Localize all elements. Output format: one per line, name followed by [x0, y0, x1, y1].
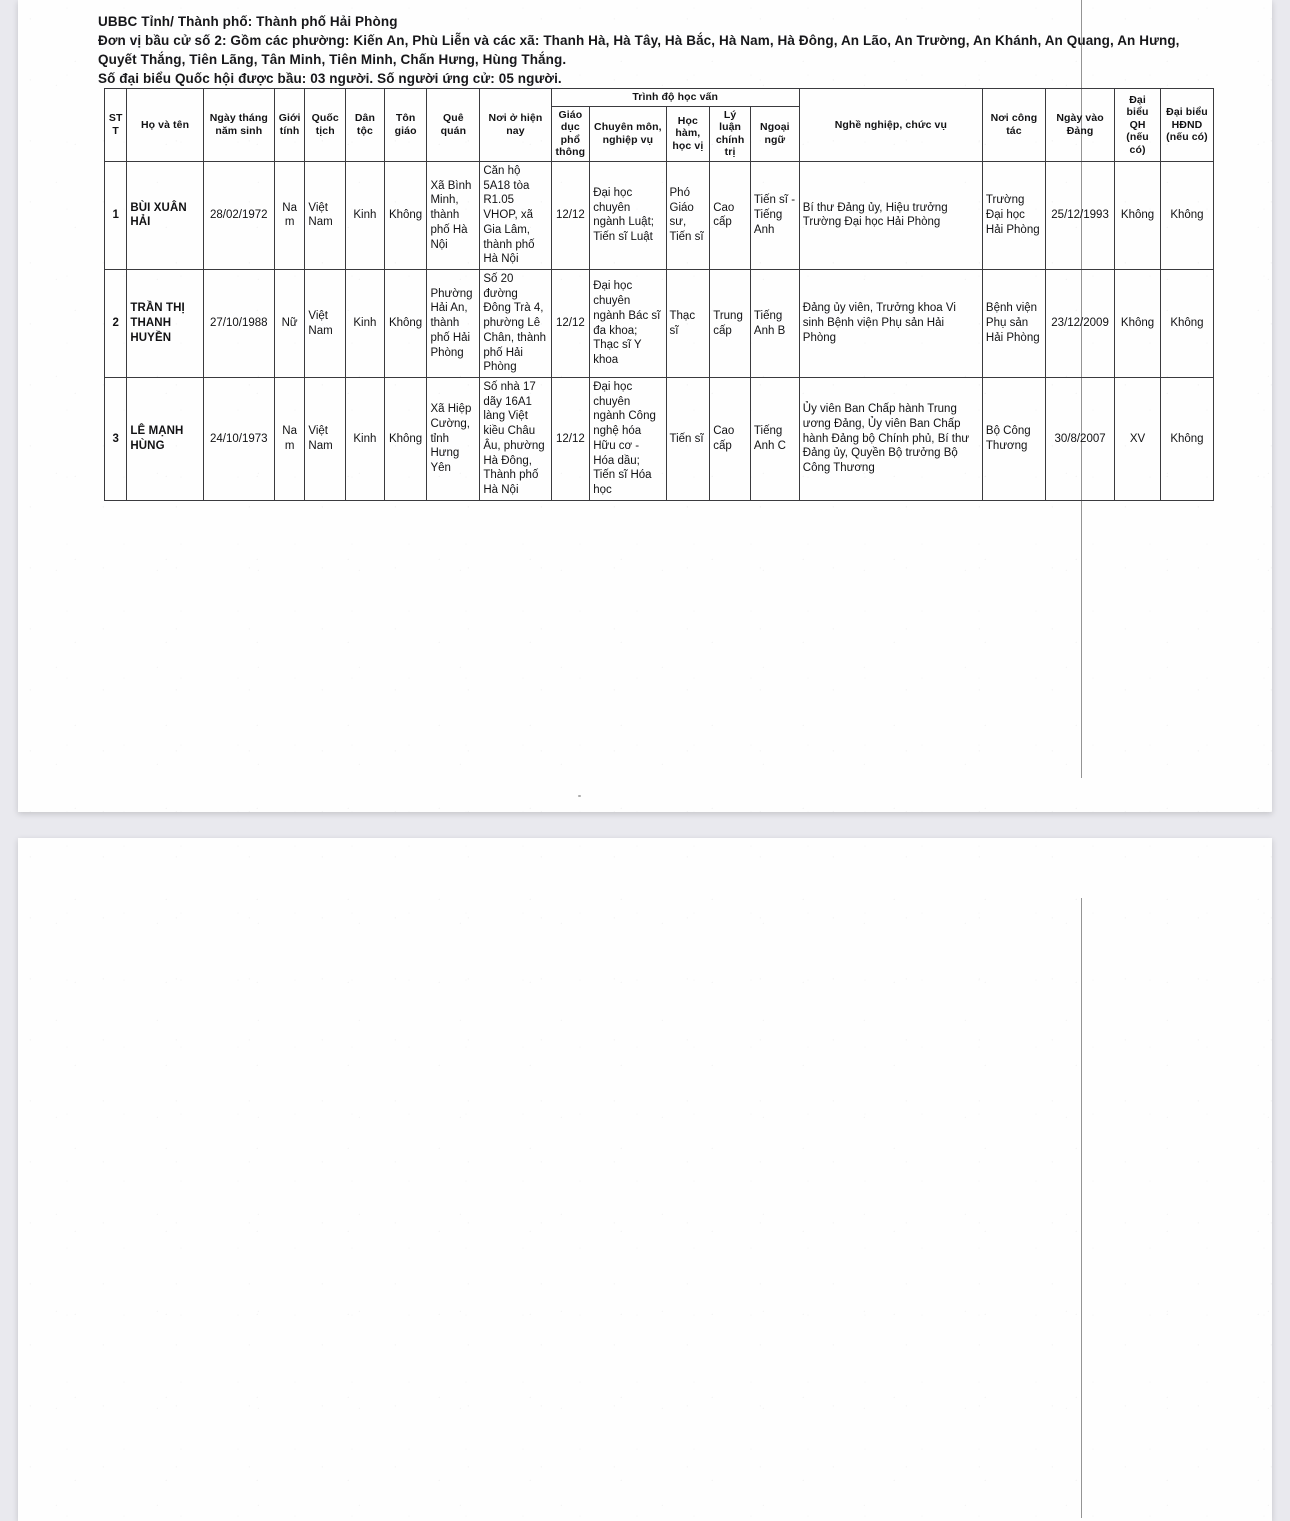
- cell-religion: Không: [383, 377, 428, 501]
- cell-residence: Số nhà 17 dãy 16A1 làng Việt kiều Châu Â…: [479, 377, 552, 501]
- cell-stt: 3: [103, 377, 128, 501]
- cell-full-name: BÙI XUÂN HẢI: [126, 160, 204, 271]
- col-header-party-date: Ngày vào Đảng: [1044, 88, 1116, 162]
- scan-artifact: [578, 795, 581, 797]
- cell-ethnicity: Kinh: [345, 160, 385, 271]
- col-header-religion: Tôn giáo: [383, 88, 428, 162]
- col-header-academic-title: Học hàm, học vị: [665, 105, 711, 162]
- cell-deputy-hdnd: Không: [1159, 268, 1215, 379]
- cell-foreign-language: Tiếng Anh B: [749, 268, 800, 379]
- candidate-table-page-1-wrapper: ST T Họ và tên Ngày tháng năm sinh Giới …: [103, 88, 1215, 501]
- header-row-sub: Giáo dục phổ thông Chuyên môn, nghiệp vụ…: [105, 105, 1214, 162]
- cell-nationality: Việt Nam: [304, 377, 347, 501]
- scan-fold-line: [1081, 898, 1082, 1518]
- cell-hometown: Xã Hiệp Cường, tỉnh Hưng Yên: [426, 377, 481, 501]
- cell-specialty: Đại học chuyên ngành Công nghệ hóa Hữu c…: [589, 377, 667, 501]
- cell-foreign-language: Tiếng Anh C: [749, 377, 800, 501]
- cell-specialty: Đại học chuyên ngành Luật; Tiến sĩ Luật: [589, 160, 667, 271]
- cell-deputy-qh: XV: [1114, 377, 1161, 501]
- table-row: 3 LÊ MẠNH HÙNG 24/10/1973 Nam Việt Nam K…: [103, 377, 1215, 501]
- cell-stt: 1: [103, 160, 128, 271]
- cell-ethnicity: Kinh: [345, 377, 385, 501]
- heading-line-ubbc: UBBC Tỉnh/ Thành phố: Thành phố Hải Phòn…: [98, 14, 398, 29]
- document-heading: UBBC Tỉnh/ Thành phố: Thành phố Hải Phòn…: [98, 12, 1188, 89]
- document-page-2: ST T Họ và tên Ngày tháng năm sinh Giới …: [18, 838, 1272, 1521]
- cell-dob: 24/10/1973: [202, 377, 275, 501]
- cell-workplace: Bộ Công Thương: [981, 377, 1046, 501]
- cell-political-theory: Cao cấp: [709, 377, 751, 501]
- cell-specialty: Đại học chuyên ngành Bác sĩ đa khoa; Thạ…: [589, 268, 667, 379]
- cell-residence: Số 20 đường Đông Trà 4, phường Lê Chân, …: [479, 268, 552, 379]
- col-header-occupation: Nghề nghiệp, chức vụ: [798, 88, 983, 162]
- cell-nationality: Việt Nam: [304, 160, 347, 271]
- cell-hometown: Xã Bình Minh, thành phố Hà Nội: [426, 160, 481, 271]
- col-header-deputy-qh: Đại biểu QH (nếu có): [1114, 88, 1161, 162]
- cell-sex: Nữ: [273, 268, 306, 379]
- heading-line-counts: Số đại biểu Quốc hội được bầu: 03 người.…: [98, 71, 562, 87]
- cell-hometown: Phường Hải An, thành phố Hải Phòng: [426, 268, 481, 379]
- cell-workplace: Trường Đại học Hải Phòng: [981, 160, 1046, 271]
- cell-foreign-language: Tiến sĩ - Tiếng Anh: [749, 160, 800, 271]
- cell-academic-title: Tiến sĩ: [665, 377, 711, 501]
- cell-full-name: LÊ MẠNH HÙNG: [126, 377, 204, 501]
- candidate-table-page-1: ST T Họ và tên Ngày tháng năm sinh Giới …: [103, 88, 1215, 501]
- col-header-political-theory: Lý luận chính trị: [709, 105, 751, 162]
- cell-dob: 27/10/1988: [202, 268, 275, 379]
- cell-deputy-hdnd: Không: [1159, 160, 1215, 271]
- col-header-stt: ST T: [103, 88, 128, 162]
- table-body-page-1: 1 BÙI XUÂN HẢI 28/02/1972 Nam Việt Nam K…: [103, 160, 1215, 501]
- cell-academic-title: Phó Giáo sư, Tiến sĩ: [665, 160, 711, 271]
- cell-religion: Không: [383, 160, 428, 271]
- cell-stt: 2: [103, 268, 128, 379]
- col-header-deputy-hdnd: Đại biểu HĐND (nếu có): [1159, 88, 1215, 162]
- cell-nationality: Việt Nam: [304, 268, 347, 379]
- table-row: 2 TRẦN THỊ THANH HUYỀN 27/10/1988 Nữ Việ…: [103, 268, 1215, 379]
- document-page-1: UBBC Tỉnh/ Thành phố: Thành phố Hải Phòn…: [18, 0, 1272, 812]
- scan-speckle-overlay: [18, 838, 1272, 1521]
- cell-workplace: Bệnh viện Phụ sản Hải Phòng: [981, 268, 1046, 379]
- col-header-workplace: Nơi công tác: [981, 88, 1046, 162]
- table-row: 1 BÙI XUÂN HẢI 28/02/1972 Nam Việt Nam K…: [103, 160, 1215, 271]
- col-header-nationality: Quốc tịch: [304, 88, 347, 162]
- col-header-foreign-language: Ngoại ngữ: [749, 105, 800, 162]
- col-header-dob: Ngày tháng năm sinh: [202, 88, 275, 162]
- cell-full-name: TRẦN THỊ THANH HUYỀN: [126, 268, 204, 379]
- cell-general-education: 12/12: [550, 268, 591, 379]
- cell-sex: Nam: [273, 160, 306, 271]
- col-header-general-education: Giáo dục phổ thông: [550, 105, 591, 162]
- table-head: ST T Họ và tên Ngày tháng năm sinh Giới …: [103, 88, 1215, 162]
- cell-dob: 28/02/1972: [202, 160, 275, 271]
- cell-occupation: Đảng ủy viên, Trưởng khoa Vi sinh Bệnh v…: [798, 268, 983, 379]
- cell-occupation: Bí thư Đảng ủy, Hiệu trưởng Trường Đại h…: [798, 160, 983, 271]
- cell-party-date: 23/12/2009: [1044, 268, 1116, 379]
- cell-general-education: 12/12: [550, 377, 591, 501]
- cell-political-theory: Trung cấp: [709, 268, 751, 379]
- col-header-sex: Giới tính: [273, 88, 306, 162]
- cell-ethnicity: Kinh: [345, 268, 385, 379]
- col-header-hometown: Quê quán: [426, 88, 481, 162]
- cell-general-education: 12/12: [550, 160, 591, 271]
- header-row-top: ST T Họ và tên Ngày tháng năm sinh Giới …: [103, 88, 1215, 162]
- cell-political-theory: Cao cấp: [709, 160, 751, 271]
- heading-line-constituency: Đơn vị bầu cử số 2: Gồm các phường: Kiến…: [98, 33, 1180, 68]
- cell-sex: Nam: [273, 377, 306, 501]
- cell-academic-title: Thạc sĩ: [665, 268, 711, 379]
- col-header-education-group: Trình độ học vấn: [550, 88, 800, 107]
- col-header-ethnicity: Dân tộc: [345, 88, 385, 162]
- col-header-name: Họ và tên: [126, 88, 204, 162]
- cell-deputy-qh: Không: [1114, 268, 1161, 379]
- cell-religion: Không: [383, 268, 428, 379]
- cell-occupation: Ủy viên Ban Chấp hành Trung ương Đảng, Ủ…: [798, 377, 983, 501]
- cell-party-date: 25/12/1993: [1044, 160, 1116, 271]
- col-header-residence: Nơi ở hiện nay: [479, 88, 552, 162]
- col-header-specialty: Chuyên môn, nghiệp vụ: [589, 105, 667, 162]
- cell-deputy-qh: Không: [1114, 160, 1161, 271]
- cell-party-date: 30/8/2007: [1044, 377, 1116, 501]
- cell-deputy-hdnd: Không: [1159, 377, 1215, 501]
- cell-residence: Căn hộ 5A18 tòa R1.05 VHOP, xã Gia Lâm, …: [479, 160, 552, 271]
